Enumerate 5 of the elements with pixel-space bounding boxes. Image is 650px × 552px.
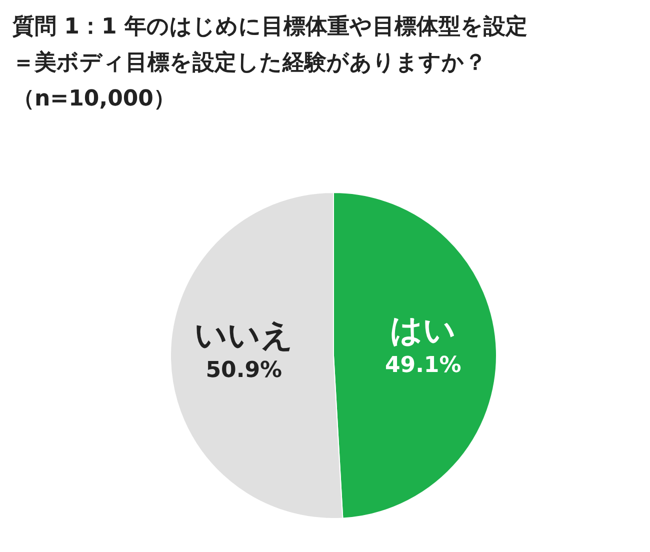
slice-label: はい (390, 310, 456, 349)
chart-title: 質問 1：1 年のはじめに目標体重や目標体型を設定＝美ボディ目標を設定した経験がありますか？（n=10,000） (12, 14, 528, 112)
slice-label: いいえ (194, 316, 294, 354)
data-label: 50.9% (206, 358, 282, 384)
data-label: 49.1% (384, 352, 462, 378)
